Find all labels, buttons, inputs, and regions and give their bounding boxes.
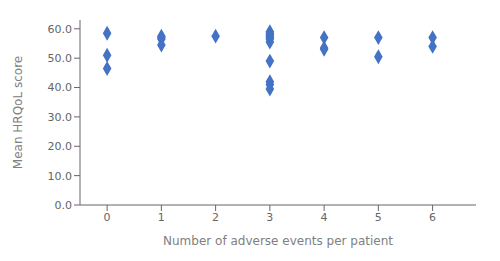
svg-text:2: 2 xyxy=(212,211,219,224)
svg-text:50.0: 50.0 xyxy=(48,52,73,65)
svg-text:40.0: 40.0 xyxy=(48,81,73,94)
svg-text:1: 1 xyxy=(158,211,165,224)
svg-text:0: 0 xyxy=(104,211,111,224)
svg-text:Mean HRQoL score: Mean HRQoL score xyxy=(11,56,25,169)
svg-text:20.0: 20.0 xyxy=(48,140,73,153)
svg-text:4: 4 xyxy=(321,211,328,224)
svg-text:6: 6 xyxy=(429,211,436,224)
svg-text:0.0: 0.0 xyxy=(55,199,73,212)
svg-text:3: 3 xyxy=(266,211,273,224)
svg-text:60.0: 60.0 xyxy=(48,23,73,36)
svg-text:5: 5 xyxy=(375,211,382,224)
svg-text:30.0: 30.0 xyxy=(48,111,73,124)
svg-text:Number of adverse events per p: Number of adverse events per patient xyxy=(163,234,393,248)
svg-text:10.0: 10.0 xyxy=(48,170,73,183)
